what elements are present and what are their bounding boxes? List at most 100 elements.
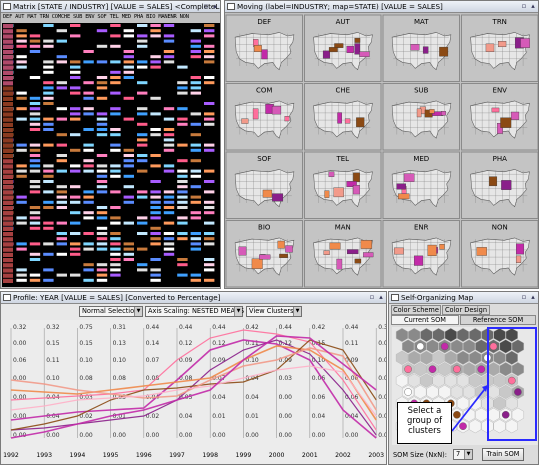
matrix-cell[interactable] (163, 148, 175, 152)
matrix-cell[interactable] (110, 164, 121, 168)
map-cell-che[interactable]: CHE (304, 83, 382, 151)
matrix-cell[interactable] (96, 81, 108, 85)
matrix-cell[interactable] (177, 195, 188, 199)
matrix-cell[interactable] (190, 112, 201, 116)
matrix-cell[interactable] (96, 273, 108, 277)
matrix-cell[interactable] (163, 200, 175, 204)
matrix-cell[interactable] (204, 117, 215, 121)
matrix-cell[interactable] (163, 24, 175, 27)
matrix-cell[interactable] (43, 226, 54, 230)
matrix-cell[interactable] (70, 112, 81, 116)
matrix-cell[interactable] (110, 107, 121, 111)
som-node[interactable] (432, 350, 445, 365)
som-node[interactable] (499, 339, 512, 354)
matrix-cell[interactable] (177, 65, 188, 69)
matrix-cell[interactable] (123, 164, 134, 168)
matrix-cell[interactable] (137, 190, 148, 194)
matrix-cell[interactable] (29, 96, 41, 100)
matrix-cell[interactable] (190, 44, 201, 48)
som-node[interactable] (456, 327, 470, 343)
matrix-cell[interactable] (150, 226, 161, 230)
matrix-cell[interactable] (123, 185, 134, 189)
matrix-cell[interactable] (190, 242, 201, 246)
matrix-cell[interactable] (163, 164, 175, 168)
matrix-cell[interactable] (123, 50, 134, 53)
matrix-cell[interactable] (150, 60, 161, 64)
matrix-cell[interactable] (110, 169, 121, 173)
matrix-cell[interactable] (110, 128, 121, 131)
matrix-cell[interactable] (70, 185, 81, 189)
matrix-cell[interactable] (204, 206, 215, 209)
matrix-cell[interactable] (96, 76, 108, 79)
matrix-cell[interactable] (43, 117, 54, 121)
matrix-cell[interactable] (190, 148, 201, 152)
matrix-cell[interactable] (83, 216, 94, 220)
matrix-cell[interactable] (43, 122, 54, 126)
matrix-cell[interactable] (56, 39, 67, 43)
map-small-multiples[interactable]: DEF AUT MAT TRN COM CHE SUB ENV SOF TEL MED PHA BIO M… (225, 14, 539, 289)
matrix-cell[interactable] (43, 70, 54, 74)
matrix-cell[interactable] (110, 34, 121, 38)
matrix-cell[interactable] (150, 232, 161, 235)
matrix-cell[interactable] (43, 143, 54, 147)
matrix-cell[interactable] (56, 154, 67, 157)
matrix-cell[interactable] (43, 200, 54, 204)
cluster-dot[interactable] (477, 365, 486, 374)
matrix-cell[interactable] (83, 211, 94, 215)
matrix-cell[interactable] (177, 117, 188, 121)
matrix-cell[interactable] (83, 247, 94, 251)
matrix-cell[interactable] (163, 169, 175, 173)
matrix-cell[interactable] (29, 206, 41, 209)
matrix-cell[interactable] (204, 232, 215, 235)
matrix-cell[interactable] (96, 268, 108, 272)
matrix-cell[interactable] (150, 96, 161, 100)
matrix-cell[interactable] (163, 206, 175, 209)
matrix-cell[interactable] (110, 112, 121, 116)
som-node[interactable] (499, 384, 512, 400)
matrix-cell[interactable] (29, 50, 41, 53)
cluster-dot[interactable] (508, 376, 516, 385)
som-node[interactable] (408, 373, 421, 388)
matrix-cell[interactable] (29, 148, 41, 152)
matrix-cell[interactable] (190, 273, 201, 277)
matrix-cell[interactable] (83, 169, 94, 173)
matrix-cell[interactable] (16, 117, 27, 121)
matrix-cell[interactable] (56, 200, 67, 204)
som-node[interactable] (456, 396, 470, 411)
matrix-cell[interactable] (43, 65, 54, 69)
matrix-cell[interactable] (123, 195, 134, 199)
matrix-cell[interactable] (177, 180, 188, 183)
train-som-button[interactable]: Train SOM (482, 448, 524, 461)
map-cell-sof[interactable]: SOF (225, 151, 303, 219)
som-titlebar[interactable]: Self-Organizing Map ▫ ▴ (389, 292, 538, 304)
som-node[interactable] (505, 396, 518, 411)
matrix-cell[interactable] (110, 174, 121, 178)
map-cell-bio[interactable]: BIO (225, 220, 303, 288)
matrix-cell[interactable] (137, 232, 148, 235)
matrix-cell[interactable] (190, 29, 201, 33)
som-node[interactable] (450, 339, 464, 354)
matrix-cell[interactable] (29, 273, 41, 277)
matrix-cell[interactable] (43, 24, 54, 27)
tab-color-scheme[interactable]: Color Scheme (391, 305, 441, 315)
matrix-cell[interactable] (110, 76, 121, 79)
matrix-cell[interactable] (29, 154, 41, 157)
matrix-cell[interactable] (43, 190, 54, 194)
som-node[interactable] (493, 327, 506, 343)
matrix-cell[interactable] (137, 195, 148, 199)
map-cell-def[interactable]: DEF (225, 14, 303, 82)
matrix-cell[interactable] (204, 148, 215, 152)
matrix-cell[interactable] (177, 107, 188, 111)
matrix-cell[interactable] (137, 122, 148, 126)
matrix-cell[interactable] (96, 206, 108, 209)
matrix-cell[interactable] (70, 242, 81, 246)
matrix-cell[interactable] (190, 169, 201, 173)
matrix-cell[interactable] (150, 200, 161, 204)
map-cell-aut[interactable]: AUT (304, 14, 382, 82)
matrix-cell[interactable] (204, 143, 215, 147)
matrix-cell[interactable] (16, 44, 27, 48)
som-node[interactable] (432, 373, 445, 388)
matrix-cell[interactable] (83, 164, 94, 168)
matrix-cell[interactable] (43, 81, 54, 85)
matrix-titlebar[interactable]: Matrix [STATE / INDUSTRY] [VALUE = SALES… (1, 1, 220, 13)
